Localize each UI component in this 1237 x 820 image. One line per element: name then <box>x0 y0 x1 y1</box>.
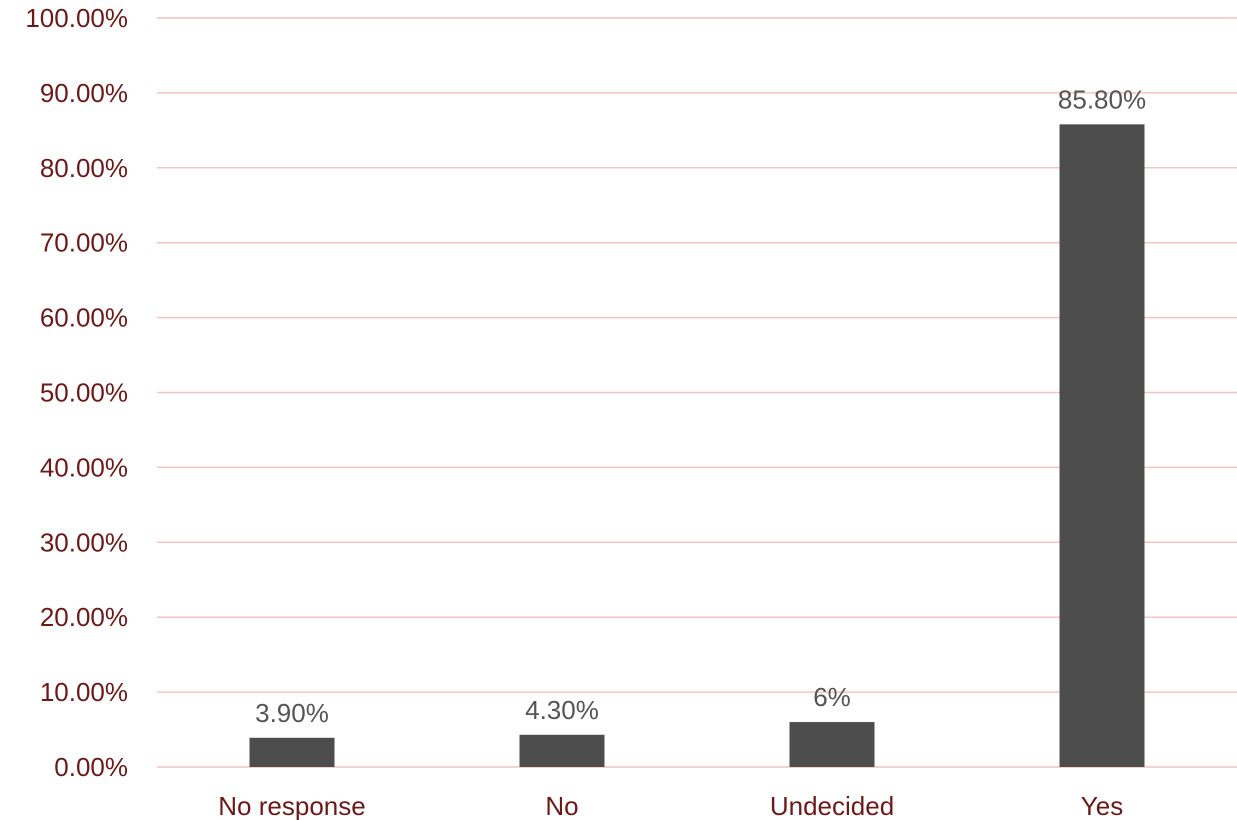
y-axis-ticks: 0.00% 10.00% 20.00% 30.00% 40.00% 50.00% 60.00… <box>25 3 128 782</box>
y-tick-label: 100.00% <box>25 3 128 33</box>
data-label: 3.90% <box>255 698 329 728</box>
x-category-label: No response <box>218 791 365 820</box>
x-category-label: Undecided <box>770 791 894 820</box>
x-axis-categories: No response No Undecided Yes <box>218 791 1123 820</box>
data-labels: 3.90% 4.30% 6% 85.80% <box>255 84 1146 727</box>
y-tick-label: 30.00% <box>40 527 128 557</box>
y-tick-label: 40.00% <box>40 452 128 482</box>
y-tick-label: 0.00% <box>54 752 128 782</box>
bar-no <box>519 734 605 767</box>
data-label: 4.30% <box>525 695 599 725</box>
gridlines <box>157 17 1237 768</box>
y-tick-label: 60.00% <box>40 303 128 333</box>
y-tick-label: 70.00% <box>40 228 128 258</box>
bar-undecided <box>789 722 875 767</box>
y-tick-label: 10.00% <box>40 677 128 707</box>
y-tick-label: 20.00% <box>40 602 128 632</box>
data-label: 85.80% <box>1058 84 1146 114</box>
data-label: 6% <box>813 682 851 712</box>
bars <box>249 124 1145 767</box>
y-tick-label: 50.00% <box>40 378 128 408</box>
y-tick-label: 90.00% <box>40 78 128 108</box>
x-category-label: No <box>545 791 578 820</box>
bar-no-response <box>249 737 335 767</box>
x-category-label: Yes <box>1081 791 1123 820</box>
bar-yes <box>1059 124 1145 767</box>
y-tick-label: 80.00% <box>40 153 128 183</box>
